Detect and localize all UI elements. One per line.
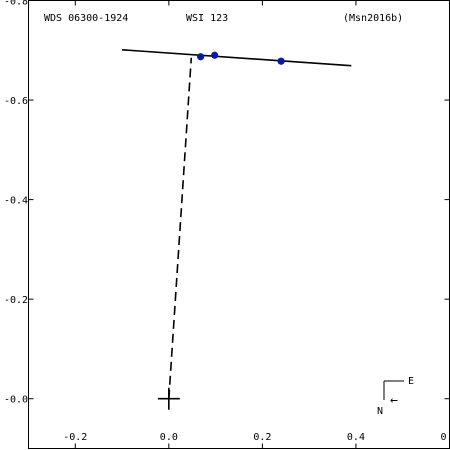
x-tick-label: 0.6 [440, 432, 450, 443]
compass-east-label: E [408, 376, 414, 387]
orbit-line [122, 48, 352, 67]
observation-point [211, 51, 219, 59]
wds-label: WDS 06300-1924 [44, 13, 128, 24]
x-tick-label: 0.0 [160, 432, 178, 443]
compass-north-label: N [377, 406, 383, 417]
y-tick-label: -0.8 [4, 0, 28, 8]
residual-connector [168, 57, 193, 399]
compass: E N ← [377, 376, 414, 417]
y-tick-label: -0.6 [4, 96, 28, 107]
observation-point [197, 53, 205, 61]
x-tick-label: -0.2 [63, 432, 87, 443]
y-tick-label: -0.4 [4, 196, 28, 207]
compass-arrow-icon: ← [390, 393, 398, 408]
x-tick-label: 0.4 [347, 432, 365, 443]
y-tick-label: -0.0 [4, 395, 28, 406]
y-axis-ticks: -0.8 -0.6 -0.4 -0.2 -0.0 [4, 0, 450, 406]
discoverer-label: WSI 123 [186, 13, 228, 24]
x-tick-label: 0.2 [253, 432, 271, 443]
reference-label: (Msn2016b) [343, 13, 403, 24]
y-tick-label: -0.2 [4, 295, 28, 306]
plot-marks [122, 48, 352, 410]
observation-point [277, 57, 285, 65]
